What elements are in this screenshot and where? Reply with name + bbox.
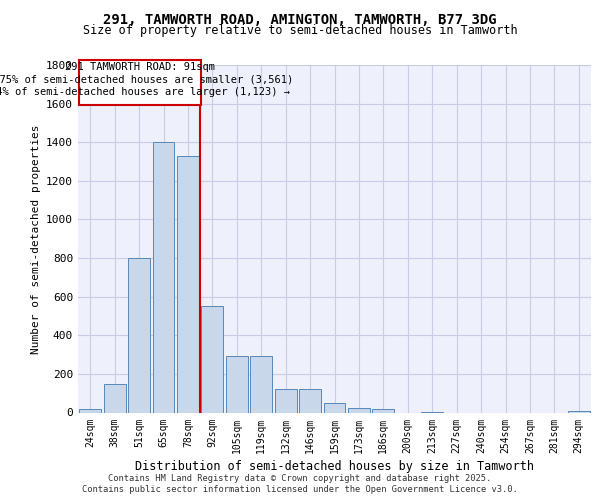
- Text: 24% of semi-detached houses are larger (1,123) →: 24% of semi-detached houses are larger (…: [0, 87, 290, 97]
- Text: 291 TAMWORTH ROAD: 91sqm: 291 TAMWORTH ROAD: 91sqm: [65, 62, 215, 72]
- X-axis label: Distribution of semi-detached houses by size in Tamworth: Distribution of semi-detached houses by …: [135, 460, 534, 472]
- Bar: [226, 356, 248, 412]
- Bar: [104, 384, 125, 412]
- Text: ← 75% of semi-detached houses are smaller (3,561): ← 75% of semi-detached houses are smalle…: [0, 74, 293, 85]
- Bar: [275, 390, 296, 412]
- Bar: [373, 408, 394, 412]
- Bar: [250, 356, 272, 412]
- Text: 291, TAMWORTH ROAD, AMINGTON, TAMWORTH, B77 3DG: 291, TAMWORTH ROAD, AMINGTON, TAMWORTH, …: [103, 12, 497, 26]
- Text: Contains public sector information licensed under the Open Government Licence v3: Contains public sector information licen…: [82, 485, 518, 494]
- FancyBboxPatch shape: [79, 60, 202, 104]
- Text: Size of property relative to semi-detached houses in Tamworth: Size of property relative to semi-detach…: [83, 24, 517, 37]
- Bar: [299, 390, 321, 412]
- Bar: [177, 156, 199, 412]
- Bar: [568, 410, 590, 412]
- Bar: [128, 258, 150, 412]
- Bar: [323, 403, 346, 412]
- Bar: [152, 142, 175, 412]
- Y-axis label: Number of semi-detached properties: Number of semi-detached properties: [31, 124, 41, 354]
- Text: Contains HM Land Registry data © Crown copyright and database right 2025.: Contains HM Land Registry data © Crown c…: [109, 474, 491, 483]
- Bar: [202, 306, 223, 412]
- Bar: [79, 408, 101, 412]
- Bar: [348, 408, 370, 412]
